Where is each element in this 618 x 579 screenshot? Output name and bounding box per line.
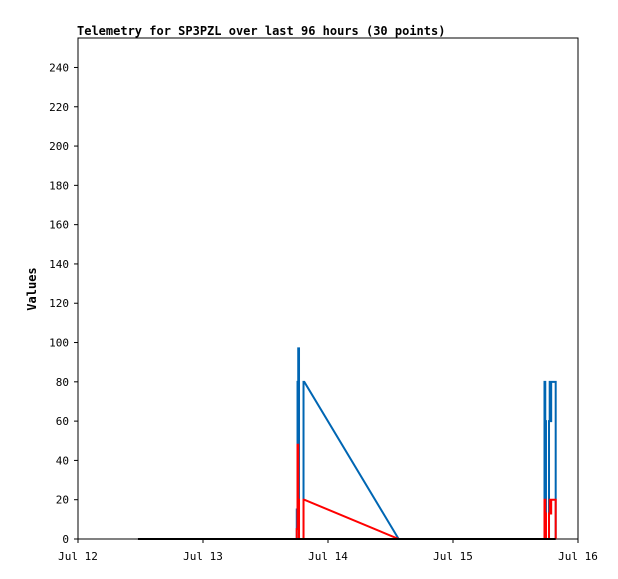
- y-tick-label: 100: [49, 337, 69, 350]
- y-tick-label: 80: [56, 376, 69, 389]
- x-axis: Jul 12 Jul 13 Jul 14 Jul 15 Jul 16: [58, 539, 598, 563]
- y-axis: 0 20 40 60 80 100 120 140 160 180 200 220 240: [49, 61, 78, 546]
- series-line-1: [137, 347, 557, 540]
- x-tick-label: Jul 13: [183, 550, 223, 563]
- y-tick-label: 40: [56, 454, 69, 467]
- y-tick-label: 180: [49, 179, 69, 192]
- x-tick-label: Jul 14: [308, 550, 348, 563]
- y-tick-label: 20: [56, 494, 69, 507]
- x-tick-label: Jul 15: [433, 550, 473, 563]
- y-axis-label: Values: [25, 267, 39, 310]
- y-tick-label: 160: [49, 219, 69, 232]
- x-tick-label: Jul 16: [558, 550, 598, 563]
- y-tick-label: 140: [49, 258, 69, 271]
- y-tick-label: 240: [49, 61, 69, 74]
- chart-title: Telemetry for SP3PZL over last 96 hours …: [77, 24, 445, 38]
- series-layer: [137, 347, 557, 540]
- x-tick-label: Jul 12: [58, 550, 98, 563]
- plot-frame: [77, 37, 579, 540]
- series-line-2: [137, 443, 557, 540]
- y-tick-label: 200: [49, 140, 69, 153]
- y-tick-label: 220: [49, 101, 69, 114]
- y-tick-label: 0: [62, 533, 69, 546]
- y-tick-label: 120: [49, 297, 69, 310]
- y-tick-label: 60: [56, 415, 69, 428]
